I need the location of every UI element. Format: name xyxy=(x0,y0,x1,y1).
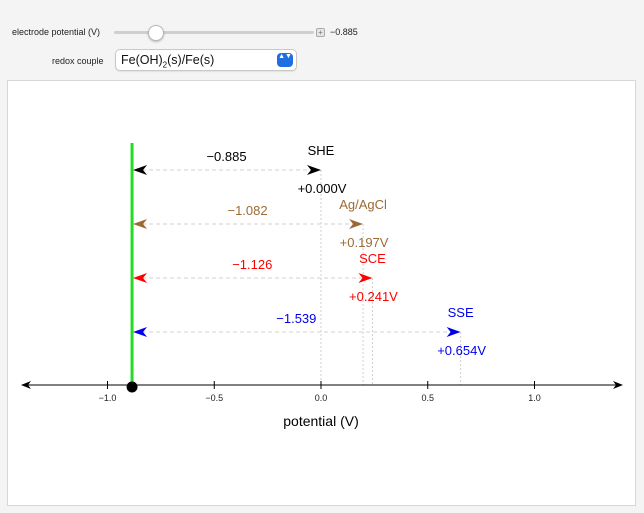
redox-couple-select[interactable]: Fe(OH)2(s)/Fe(s) ▲▼ xyxy=(115,49,297,71)
difference-arrow-right-head xyxy=(446,327,461,337)
difference-arrow-right-head xyxy=(307,165,321,175)
electrode-potential-slider-track[interactable] xyxy=(114,31,314,34)
reference-potential-label: +0.241V xyxy=(349,289,398,304)
axis-tick-label: −1.0 xyxy=(99,393,117,403)
difference-arrow-left-head xyxy=(133,327,148,337)
reference-potential-label: +0.000V xyxy=(298,181,347,196)
difference-label: −1.082 xyxy=(227,203,267,218)
axis-tick-label: −0.5 xyxy=(205,393,223,403)
difference-label: −0.885 xyxy=(206,149,246,164)
redox-couple-label: redox couple xyxy=(52,56,104,66)
electrode-potential-marker[interactable] xyxy=(126,381,138,393)
difference-label: −1.126 xyxy=(232,257,272,272)
reference-name-label: SCE xyxy=(359,251,386,266)
redox-couple-selected-value: Fe(OH)2(s)/Fe(s) xyxy=(121,53,215,70)
plot-panel xyxy=(7,80,636,506)
difference-arrow-right-head xyxy=(358,273,373,283)
difference-arrow-left-head xyxy=(133,273,148,283)
electrode-potential-slider-thumb[interactable] xyxy=(148,25,164,41)
difference-arrow-right-head xyxy=(349,219,364,229)
reference-name-label: SSE xyxy=(448,305,474,320)
difference-arrow-left-head xyxy=(133,165,148,175)
expand-plus-icon[interactable]: + xyxy=(316,28,325,37)
axis-tick-label: 0.5 xyxy=(421,393,434,403)
reference-name-label: Ag/AgCl xyxy=(339,197,387,212)
electrode-potential-value: −0.885 xyxy=(330,27,358,37)
select-arrows-icon: ▲▼ xyxy=(277,53,293,67)
x-axis-label: potential (V) xyxy=(283,413,358,429)
difference-arrow-left-head xyxy=(133,219,148,229)
axis-tick-label: 1.0 xyxy=(528,393,541,403)
reference-potential-label: +0.197V xyxy=(340,235,389,250)
electrode-potential-label: electrode potential (V) xyxy=(12,27,101,37)
difference-label: −1.539 xyxy=(276,311,316,326)
reference-potential-label: +0.654V xyxy=(437,343,486,358)
reference-name-label: SHE xyxy=(308,143,335,158)
axis-tick-label: 0.0 xyxy=(315,393,328,403)
control-panel: electrode potential (V) + −0.885 redox c… xyxy=(0,0,644,80)
